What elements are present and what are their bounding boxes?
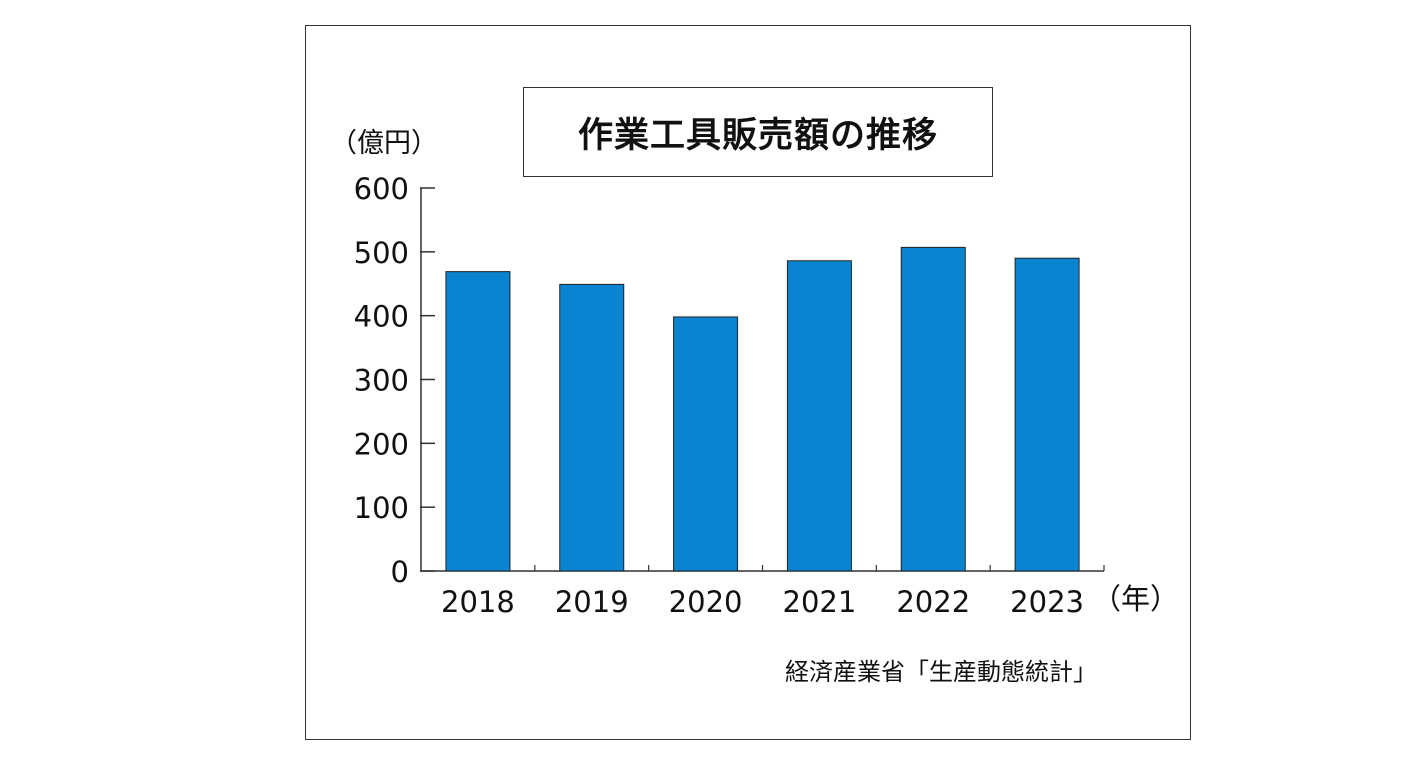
x-tick-label: 2020 (669, 585, 743, 619)
bar (900, 246, 966, 572)
labels-layer: 0 100 200 300 400 500 600 2018 2019 2020 2021 2022 2… (354, 172, 1084, 619)
x-tick-label: 2021 (783, 585, 857, 619)
y-tick-label: 600 (354, 172, 409, 206)
y-tick-label: 400 (354, 300, 409, 334)
chart-title: 作業工具販売額の推移 (523, 87, 993, 177)
y-tick-label: 300 (354, 364, 409, 398)
bar (673, 316, 739, 572)
bar (559, 283, 625, 572)
x-tick-label: 2022 (896, 585, 970, 619)
bar (1014, 257, 1080, 572)
bars-layer (445, 246, 1080, 572)
y-tick-label: 100 (354, 491, 409, 525)
axes-layer (420, 187, 1105, 572)
x-axis-unit-label: （年） (1092, 582, 1180, 616)
y-axis-unit-label: （億円） (330, 128, 438, 159)
y-tick-label: 200 (354, 427, 409, 461)
y-tick-label: 0 (391, 555, 409, 589)
bar (445, 271, 511, 572)
y-tick-label: 500 (354, 236, 409, 270)
bar (786, 260, 852, 572)
source-note: 経済産業省「生産動態統計」 (785, 658, 1097, 686)
x-tick-label: 2018 (441, 585, 515, 619)
x-tick-label: 2019 (555, 585, 629, 619)
x-tick-label: 2023 (1010, 585, 1084, 619)
